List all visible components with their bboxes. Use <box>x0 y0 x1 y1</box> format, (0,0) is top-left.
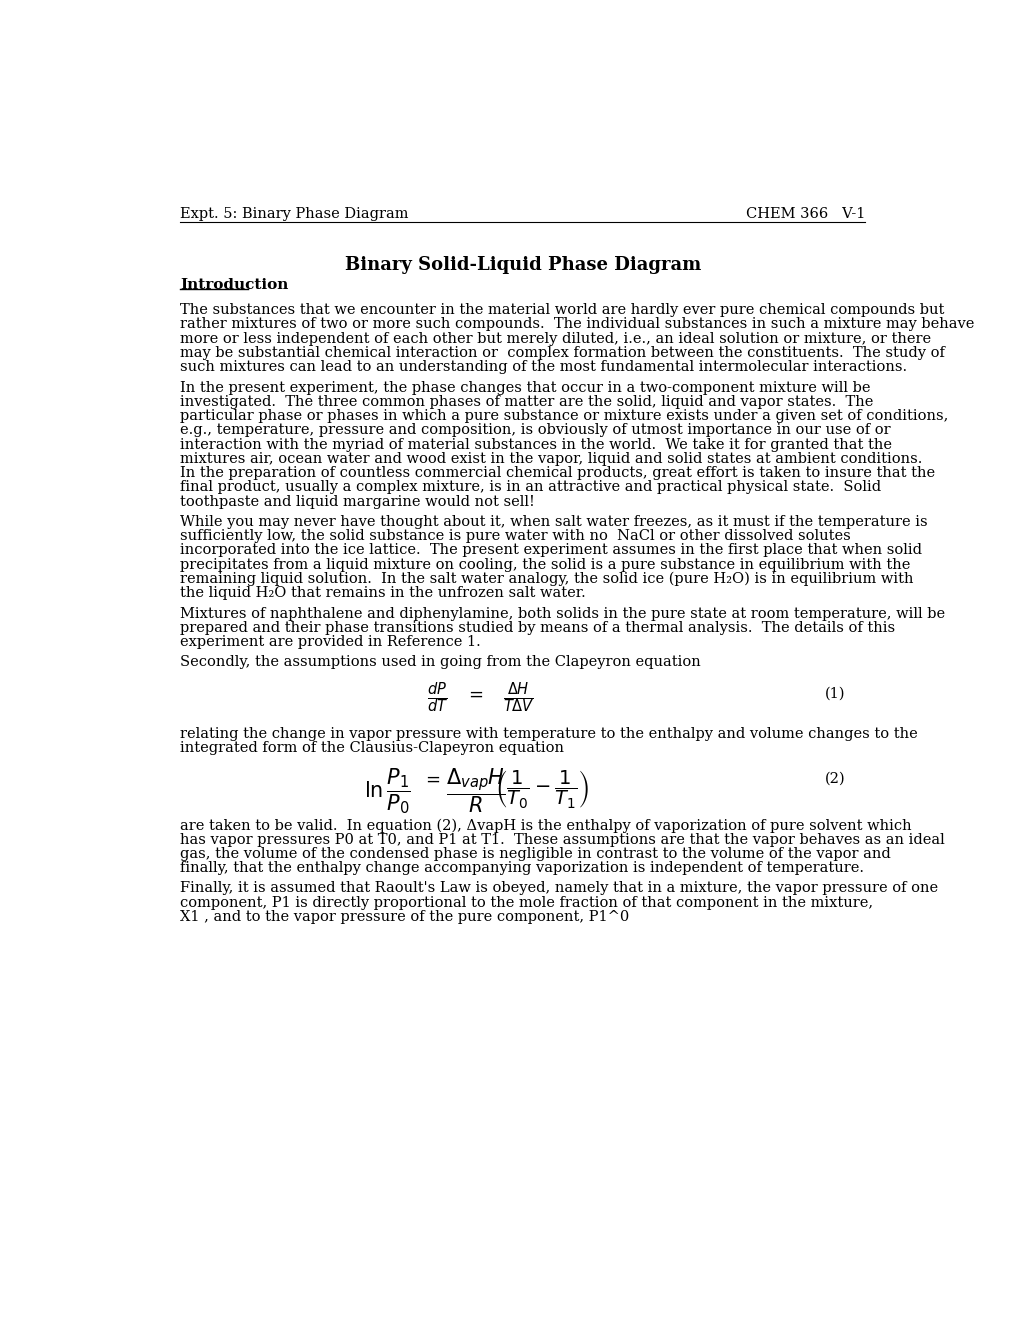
Text: X1 , and to the vapor pressure of the pure component, P1^0: X1 , and to the vapor pressure of the pu… <box>180 909 629 924</box>
Text: finally, that the enthalpy change accompanying vaporization is independent of te: finally, that the enthalpy change accomp… <box>180 861 863 875</box>
Text: component, P1 is directly proportional to the mole fraction of that component in: component, P1 is directly proportional t… <box>180 896 872 909</box>
Text: Finally, it is assumed that Raoult's Law is obeyed, namely that in a mixture, th: Finally, it is assumed that Raoult's Law… <box>180 882 937 895</box>
Text: mixtures air, ocean water and wood exist in the vapor, liquid and solid states a: mixtures air, ocean water and wood exist… <box>180 451 926 466</box>
Text: Expt. 5: Binary Phase Diagram: Expt. 5: Binary Phase Diagram <box>180 207 409 220</box>
Text: final product, usually a complex mixture, is in an attractive and practical phys: final product, usually a complex mixture… <box>180 480 880 494</box>
Text: (2): (2) <box>824 772 845 787</box>
Text: e.g., temperature, pressure and composition, is obviously of utmost importance i: e.g., temperature, pressure and composit… <box>180 424 890 437</box>
Text: are taken to be valid.  In equation (2), ΔvapH is the enthalpy of vaporization o: are taken to be valid. In equation (2), … <box>180 818 911 833</box>
Text: $\dfrac{\Delta_{vap}H}{R}$: $\dfrac{\Delta_{vap}H}{R}$ <box>446 766 505 814</box>
Text: $\left(\dfrac{1}{T_0} - \dfrac{1}{T_1}\right)$: $\left(\dfrac{1}{T_0} - \dfrac{1}{T_1}\r… <box>494 768 589 810</box>
Text: $=$: $=$ <box>465 684 484 702</box>
Text: In the present experiment, the phase changes that occur in a two-component mixtu: In the present experiment, the phase cha… <box>180 380 870 395</box>
Text: interaction with the myriad of material substances in the world.  We take it for: interaction with the myriad of material … <box>180 437 892 451</box>
Text: $\frac{dP}{dT}$: $\frac{dP}{dT}$ <box>427 681 447 715</box>
Text: Secondly, the assumptions used in going from the Clapeyron equation: Secondly, the assumptions used in going … <box>180 656 700 669</box>
Text: $\ln\dfrac{P_1}{P_0}$: $\ln\dfrac{P_1}{P_0}$ <box>364 766 411 816</box>
Text: The substances that we encounter in the material world are hardly ever pure chem: The substances that we encounter in the … <box>180 304 944 317</box>
Text: incorporated into the ice lattice.  The present experiment assumes in the first : incorporated into the ice lattice. The p… <box>180 544 921 557</box>
Text: prepared and their phase transitions studied by means of a thermal analysis.  Th: prepared and their phase transitions stu… <box>180 620 895 635</box>
Text: the liquid H₂O that remains in the unfrozen salt water.: the liquid H₂O that remains in the unfro… <box>180 586 585 601</box>
Text: (1): (1) <box>824 686 845 701</box>
Text: CHEM 366   V-1: CHEM 366 V-1 <box>745 207 864 220</box>
Text: Introduction: Introduction <box>180 277 288 292</box>
Text: rather mixtures of two or more such compounds.  The individual substances in suc: rather mixtures of two or more such comp… <box>180 317 973 331</box>
Text: In the preparation of countless commercial chemical products, great effort is ta: In the preparation of countless commerci… <box>180 466 934 480</box>
Text: $\frac{\Delta H}{T\Delta V}$: $\frac{\Delta H}{T\Delta V}$ <box>502 681 534 715</box>
Text: precipitates from a liquid mixture on cooling, the solid is a pure substance in : precipitates from a liquid mixture on co… <box>180 557 910 572</box>
Text: $=$: $=$ <box>422 770 440 788</box>
Text: has vapor pressures P0 at T0, and P1 at T1.  These assumptions are that the vapo: has vapor pressures P0 at T0, and P1 at … <box>180 833 944 846</box>
Text: may be substantial chemical interaction or  complex formation between the consti: may be substantial chemical interaction … <box>180 346 945 360</box>
Text: integrated form of the Clausius-Clapeyron equation: integrated form of the Clausius-Clapeyro… <box>180 741 564 755</box>
Text: gas, the volume of the condensed phase is negligible in contrast to the volume o: gas, the volume of the condensed phase i… <box>180 847 890 861</box>
Text: While you may never have thought about it, when salt water freezes, as it must i: While you may never have thought about i… <box>180 515 927 529</box>
Text: particular phase or phases in which a pure substance or mixture exists under a g: particular phase or phases in which a pu… <box>180 409 948 422</box>
Text: toothpaste and liquid margarine would not sell!: toothpaste and liquid margarine would no… <box>180 495 535 508</box>
Text: such mixtures can lead to an understanding of the most fundamental intermolecula: such mixtures can lead to an understandi… <box>180 360 907 374</box>
Text: Binary Solid-Liquid Phase Diagram: Binary Solid-Liquid Phase Diagram <box>344 256 700 275</box>
Text: relating the change in vapor pressure with temperature to the enthalpy and volum: relating the change in vapor pressure wi… <box>180 726 917 741</box>
Text: sufficiently low, the solid substance is pure water with no  NaCl or other disso: sufficiently low, the solid substance is… <box>180 529 850 543</box>
Text: remaining liquid solution.  In the salt water analogy, the solid ice (pure H₂O) : remaining liquid solution. In the salt w… <box>180 572 913 586</box>
Text: more or less independent of each other but merely diluted, i.e., an ideal soluti: more or less independent of each other b… <box>180 331 930 346</box>
Text: Mixtures of naphthalene and diphenylamine, both solids in the pure state at room: Mixtures of naphthalene and diphenylamin… <box>180 607 945 620</box>
Text: experiment are provided in Reference 1.: experiment are provided in Reference 1. <box>180 635 481 649</box>
Text: investigated.  The three common phases of matter are the solid, liquid and vapor: investigated. The three common phases of… <box>180 395 872 409</box>
